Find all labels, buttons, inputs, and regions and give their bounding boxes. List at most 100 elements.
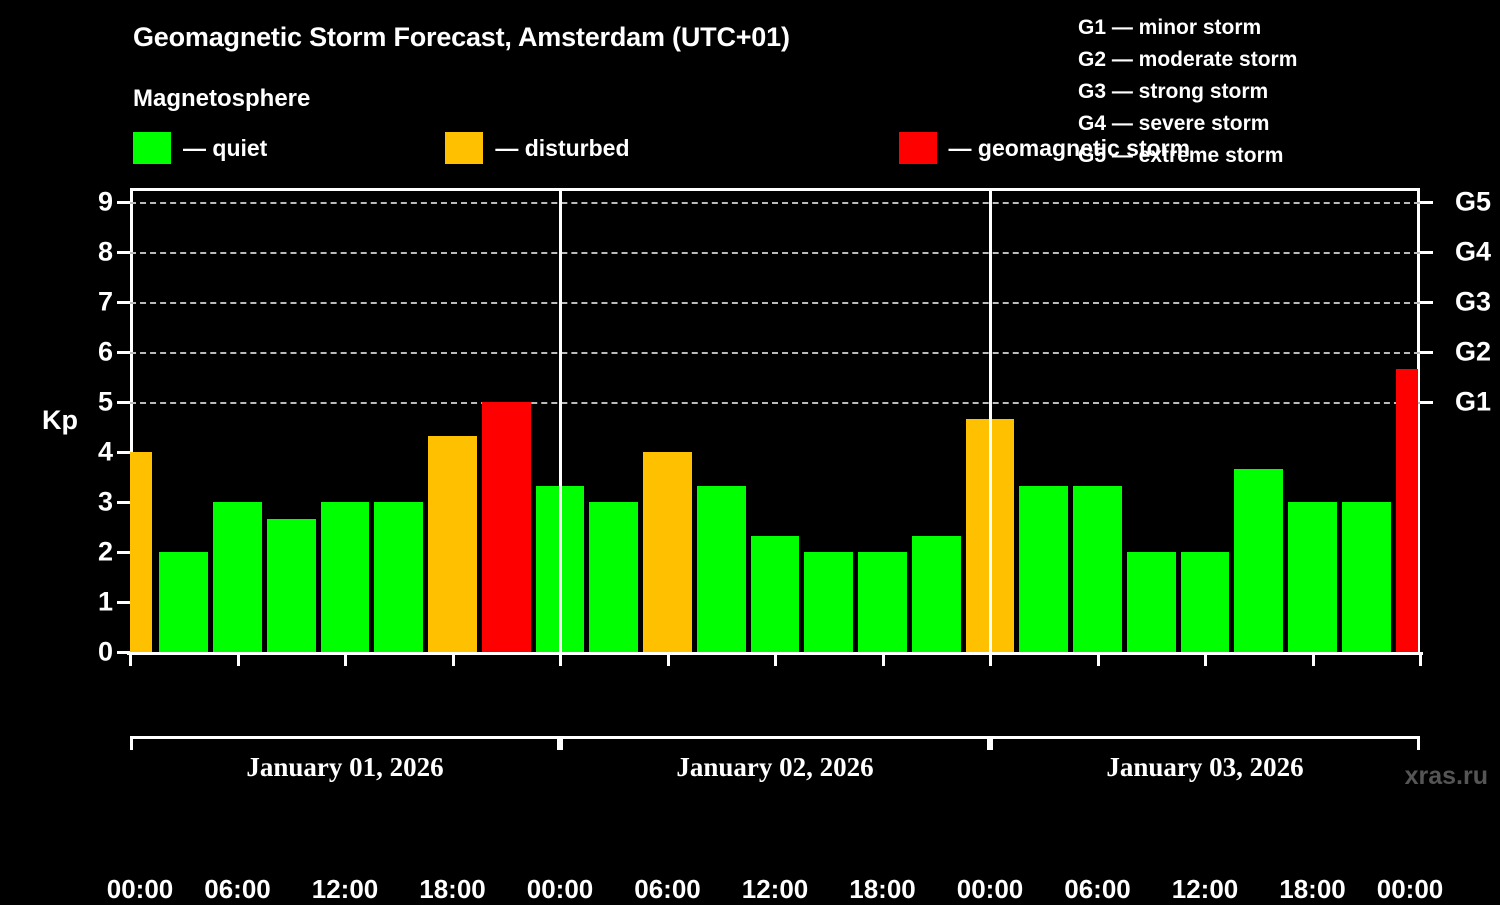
x-tick-8 — [989, 652, 992, 666]
x-tick-11 — [1311, 652, 1315, 666]
legend-swatch-quiet — [133, 132, 171, 164]
day-label-2: January 02, 2026 — [676, 752, 874, 782]
y-tick-label-9: 9 — [97, 186, 113, 217]
y-tick-3 — [117, 501, 130, 504]
legend-swatch-geomagnetic-storm — [898, 132, 937, 164]
x-tick-2 — [344, 652, 347, 666]
x-tick-10 — [1204, 652, 1207, 666]
y-tick-8 — [117, 251, 130, 254]
x-tick-4 — [559, 652, 562, 666]
bar-january-03-2026-1200 — [1180, 552, 1230, 652]
x-tick-label-7: 18:00 — [849, 874, 916, 904]
g-scale-item-3: G3 — strong storm — [1078, 80, 1269, 103]
bar-january-04-2026-0000 — [1395, 368, 1418, 652]
g-scale-legend: G1 — minor storm G2 — moderate storm G3 — … — [1078, 12, 1297, 172]
legend-item-quiet: — quiet — [133, 132, 267, 164]
x-tick-7 — [881, 652, 885, 666]
bar-january-03-2026-0900 — [1126, 552, 1176, 652]
plot-area: 0 1 2 3 4 5 6 7 8 9 G1 G2 G3 G4 G5 00:00 06:00 12:00 18:… — [98, 187, 1491, 905]
y-tick-0 — [117, 651, 130, 654]
x-tick-5 — [666, 652, 670, 666]
x-tick-label-2: 12:00 — [311, 874, 379, 904]
bar-january-02-2026-1800 — [858, 552, 907, 652]
y-tick-4 — [117, 451, 130, 454]
g-tick-label-G3: G3 — [1455, 286, 1492, 317]
x-tick-label-6: 12:00 — [741, 874, 809, 904]
legend-item-geomagnetic-storm: — geomagnetic storm — [898, 132, 1190, 164]
chart-root: Geomagnetic Storm Forecast, Amsterdam (U… — [42, 12, 1492, 905]
bar-january-01-2026-0600 — [213, 502, 262, 652]
g-tick-label-G4: G4 — [1455, 236, 1492, 267]
y-tick-6 — [117, 351, 130, 354]
y-axis-title: Kp — [42, 405, 78, 435]
y-tick-1 — [117, 601, 130, 604]
x-tick-label-12: 00:00 — [1376, 874, 1444, 904]
g-tick-label-G2: G2 — [1455, 336, 1492, 367]
y-tick-label-8: 8 — [97, 236, 113, 267]
g-scale-item-4: G4 — severe storm — [1078, 112, 1270, 135]
x-tick-label-8: 00:00 — [956, 874, 1024, 904]
watermark: xras.ru — [1404, 762, 1488, 790]
y-tick-9 — [117, 201, 130, 204]
bar-january-03-2026-0600 — [1073, 485, 1122, 652]
bar-january-01-2026-1800 — [428, 435, 477, 652]
bar-january-02-2026-1500 — [804, 552, 854, 652]
magnetosphere-label: Magnetosphere — [133, 85, 311, 112]
g-scale-item-2: G2 — moderate storm — [1078, 48, 1298, 71]
bar-january-01-2026-1200 — [320, 502, 370, 652]
g-tick-label-G1: G1 — [1455, 386, 1492, 417]
g-tick-label-G5: G5 — [1455, 186, 1492, 217]
page-title: Geomagnetic Storm Forecast, Amsterdam (U… — [133, 22, 790, 52]
x-tick-label-9: 06:00 — [1064, 874, 1131, 904]
bar-january-01-2026-1500 — [374, 502, 424, 652]
gridline-kp-9 — [130, 202, 1420, 204]
x-tick-label-3: 18:00 — [419, 874, 486, 904]
bar-january-03-2026-1800 — [1288, 502, 1337, 652]
bar-january-01-2026-0300 — [159, 552, 209, 652]
day-separator-2 — [989, 188, 992, 652]
g-tick-G4 — [1420, 251, 1433, 254]
x-tick-label-1: 06:00 — [204, 874, 271, 904]
axis-frame — [130, 188, 1420, 652]
x-tick-label-11: 18:00 — [1279, 874, 1346, 904]
y-tick-label-5: 5 — [97, 386, 113, 417]
day-label-3: January 03, 2026 — [1106, 752, 1304, 782]
x-tick-1 — [236, 652, 240, 666]
gridline-kp-6 — [130, 352, 1420, 354]
y-tick-5 — [117, 401, 130, 404]
g-scale-item-5: G5 — extreme storm — [1078, 144, 1284, 167]
gridline-kp-7 — [130, 302, 1420, 304]
legend-item-disturbed: — disturbed — [445, 132, 630, 164]
x-tick-label-4: 00:00 — [526, 874, 594, 904]
bar-january-03-2026-1500 — [1234, 468, 1284, 652]
legend-label-quiet: — quiet — [183, 134, 268, 161]
legend-label-disturbed: — disturbed — [495, 134, 630, 161]
g-tick-G5 — [1420, 201, 1433, 204]
day-bracket-3 — [990, 736, 1420, 750]
bar-january-01-2026-0900 — [266, 518, 316, 652]
y-tick-label-6: 6 — [97, 336, 113, 367]
y-tick-2 — [117, 551, 130, 554]
bar-january-01-2026-2100 — [481, 402, 531, 652]
y-tick-label-3: 3 — [97, 486, 113, 517]
x-tick-9 — [1096, 652, 1100, 666]
gridline-kp-5 — [130, 402, 1420, 404]
x-tick-6 — [774, 652, 777, 666]
day-bracket-2 — [560, 736, 990, 750]
bar-january-02-2026-0600 — [643, 452, 692, 652]
bar-january-02-2026-1200 — [750, 535, 800, 652]
y-tick-label-7: 7 — [97, 286, 113, 317]
y-tick-label-2: 2 — [97, 536, 113, 567]
day-bracket-1 — [130, 736, 560, 750]
x-tick-12 — [1419, 652, 1422, 666]
x-tick-label-5: 06:00 — [634, 874, 701, 904]
y-tick-label-4: 4 — [97, 436, 113, 467]
g-scale-item-1: G1 — minor storm — [1078, 16, 1262, 39]
magnetosphere-legend: — quiet — disturbed — geomagnetic storm — [133, 132, 1190, 164]
legend-swatch-disturbed — [445, 132, 484, 164]
g-tick-G1 — [1420, 401, 1433, 404]
day-label-1: January 01, 2026 — [246, 752, 444, 782]
bar-january-03-2026-2100 — [1341, 502, 1391, 652]
x-tick-3 — [451, 652, 455, 666]
bar-january-02-2026-0900 — [696, 485, 746, 652]
